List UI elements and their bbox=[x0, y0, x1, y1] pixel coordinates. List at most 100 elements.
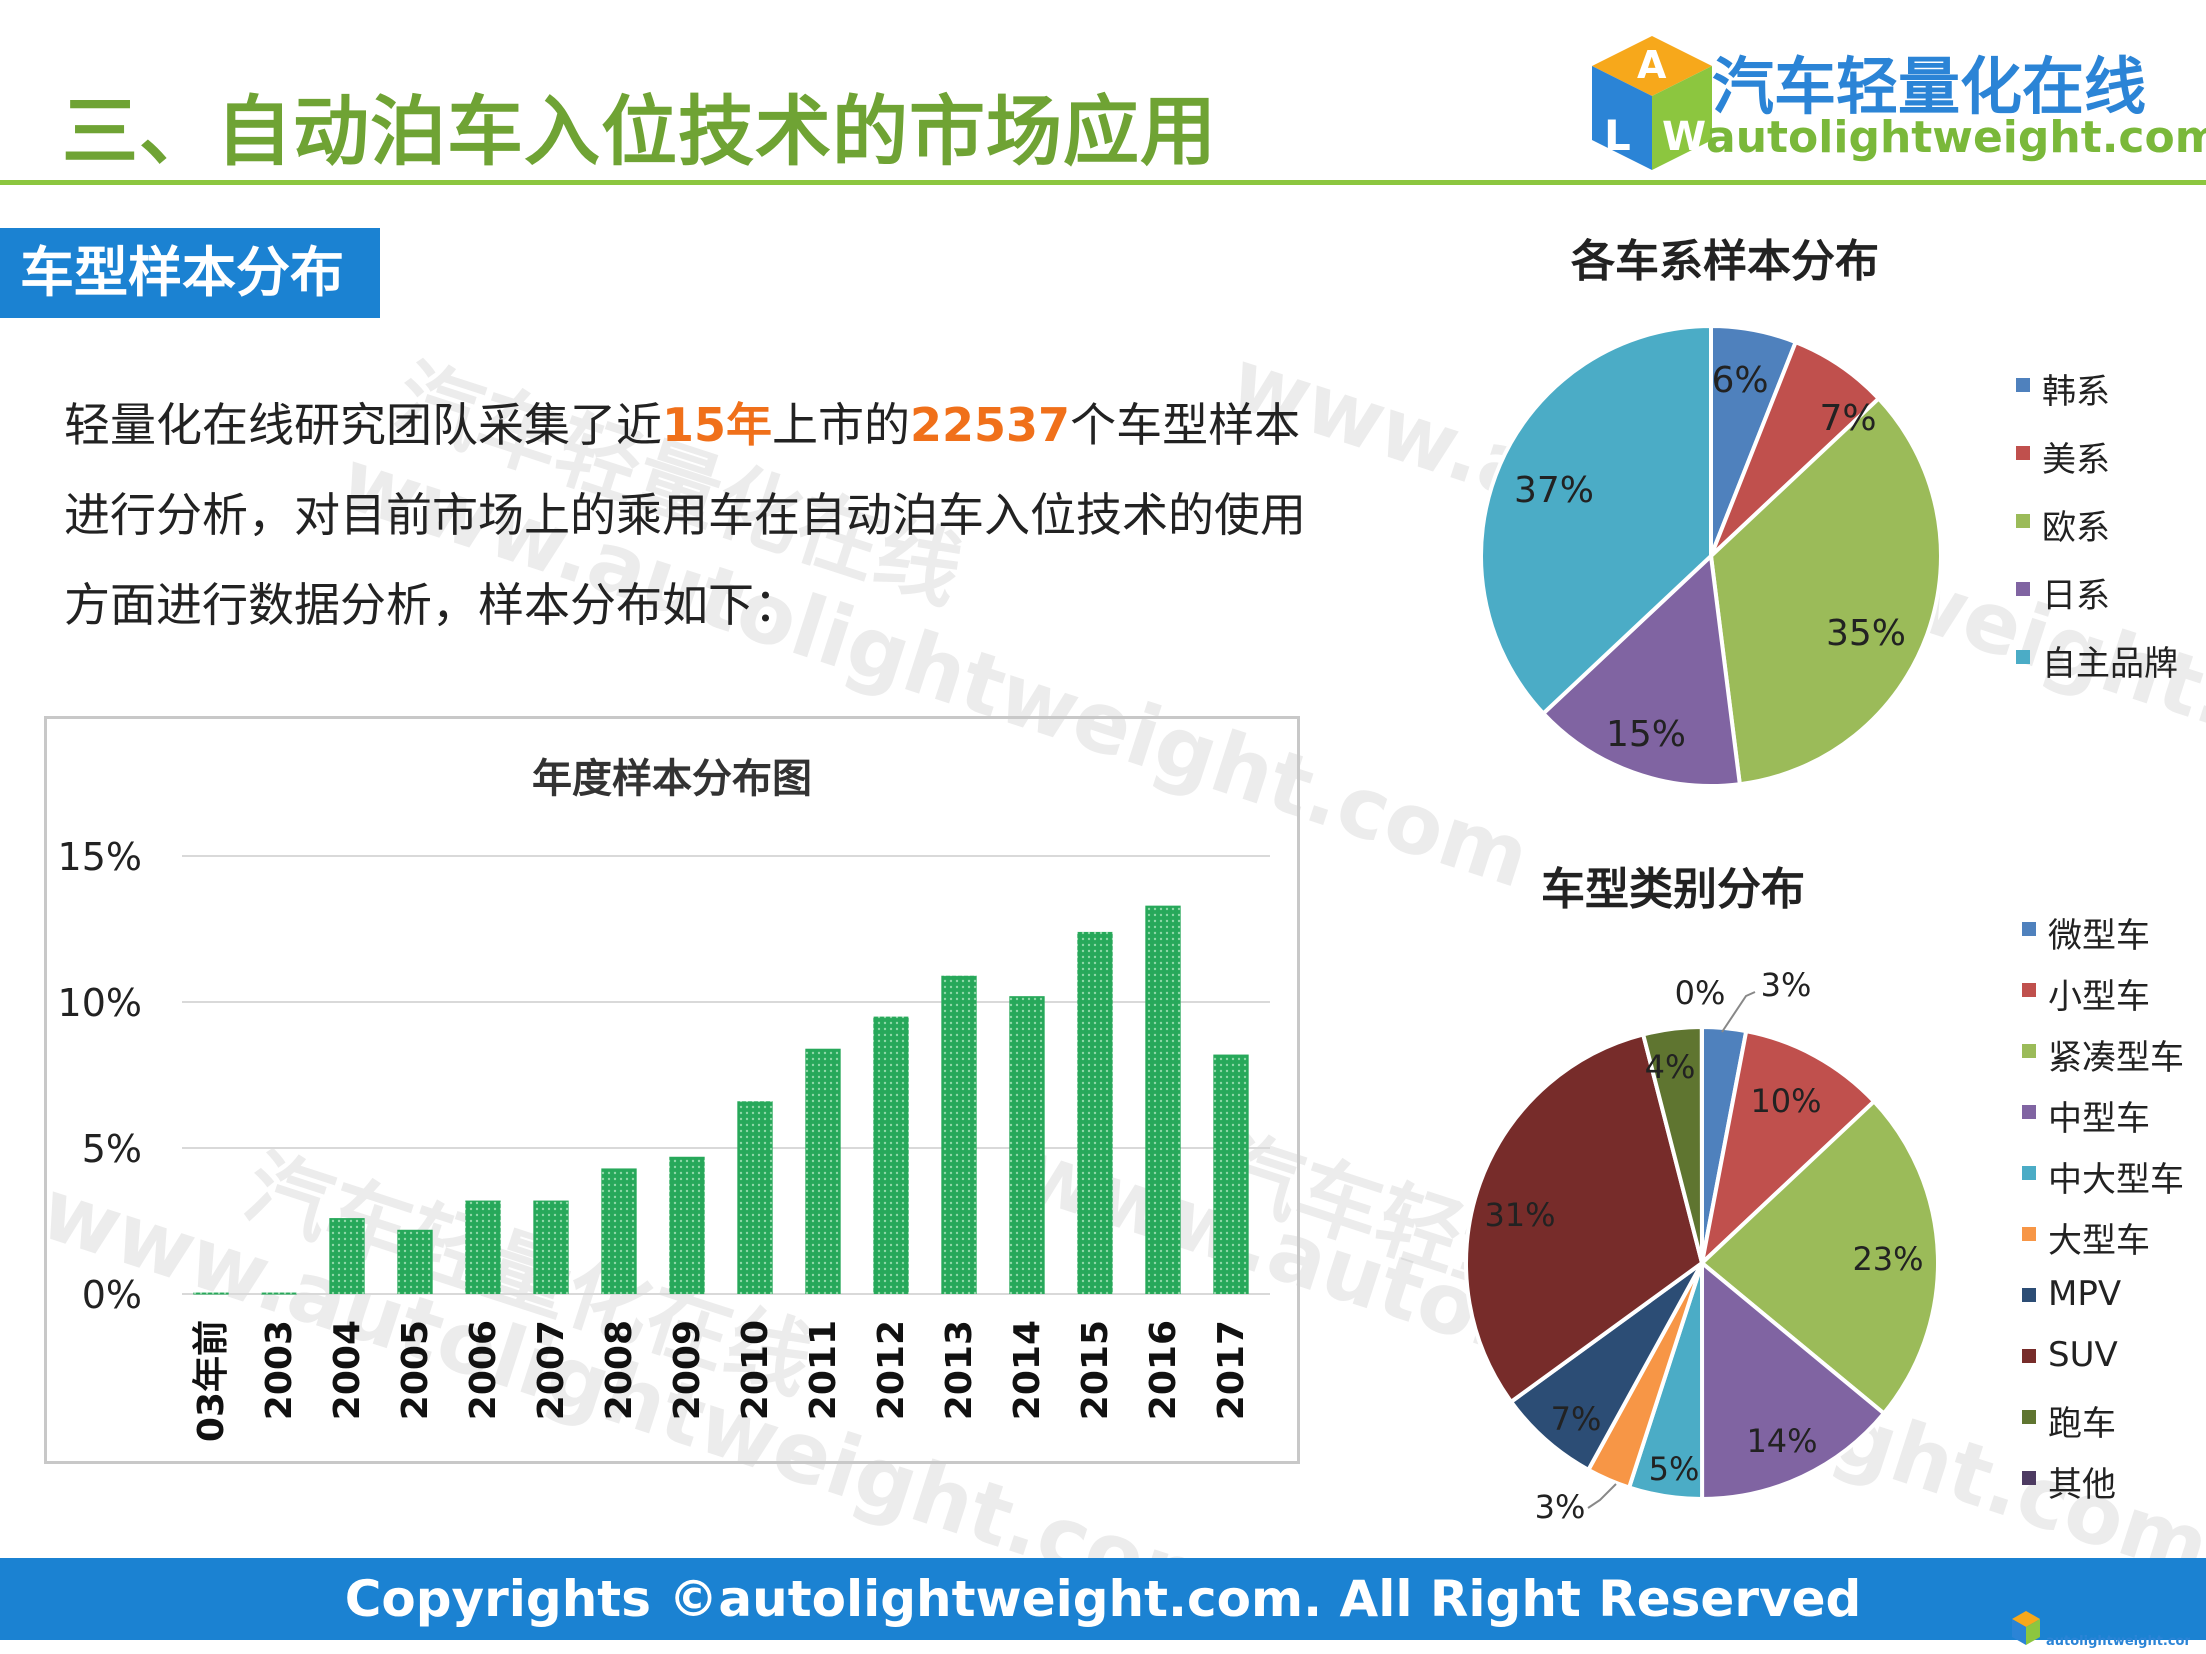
legend-label: SUV bbox=[2048, 1335, 2118, 1375]
x-tick-label: 2008 bbox=[599, 1320, 640, 1420]
bar bbox=[1009, 996, 1045, 1294]
footer-copyright: Copyrights ©autolightweight.com. All Rig… bbox=[344, 1570, 1862, 1628]
legend-label: 跑车 bbox=[2048, 1404, 2116, 1444]
section-tag: 车型样本分布 bbox=[0, 228, 380, 318]
pie-data-label: 6% bbox=[1711, 360, 1768, 401]
x-tick-label: 2012 bbox=[871, 1320, 912, 1420]
pie-chart-title: 各车系样本分布 bbox=[1571, 236, 1879, 287]
pie-slice bbox=[1708, 395, 1943, 787]
svg-text:W: W bbox=[1662, 114, 1706, 160]
bar bbox=[941, 975, 977, 1294]
pie-data-label: 7% bbox=[1819, 398, 1876, 439]
leader-line bbox=[1721, 991, 1756, 1033]
bar bbox=[1213, 1054, 1249, 1294]
x-tick-label: 2013 bbox=[939, 1320, 980, 1420]
pie-data-label: 0% bbox=[1675, 974, 1726, 1012]
y-tick-label: 5% bbox=[82, 1127, 142, 1171]
legend-label: 小型车 bbox=[2048, 977, 2150, 1017]
pie-data-label: 10% bbox=[1750, 1082, 1821, 1120]
y-tick-label: 15% bbox=[58, 835, 142, 879]
pie-slice bbox=[1479, 323, 1713, 717]
x-tick-label: 2005 bbox=[395, 1320, 436, 1420]
bar bbox=[601, 1168, 637, 1294]
pie-slice bbox=[1540, 551, 1743, 788]
legend-label: 自主品牌 bbox=[2042, 644, 2178, 684]
legend-label: 欧系 bbox=[2042, 508, 2110, 548]
bar bbox=[1145, 905, 1181, 1294]
x-tick-label: 2015 bbox=[1075, 1320, 1116, 1420]
page-title: 三、自动泊车入位技术的市场应用 bbox=[62, 87, 1217, 176]
legend-label: 日系 bbox=[2042, 576, 2110, 616]
pie-slice bbox=[1699, 1258, 1887, 1502]
footer-bar bbox=[0, 1558, 2206, 1640]
legend-swatch bbox=[2022, 1288, 2036, 1302]
svg-text:L: L bbox=[1604, 111, 1631, 160]
intro-text: 上市的 bbox=[772, 398, 911, 452]
intro-text: 轻量化在线研究团队采集了近 bbox=[64, 398, 662, 452]
mini-logo-icon: autolightweight.com bbox=[2012, 1611, 2190, 1649]
x-tick-label: 2009 bbox=[667, 1320, 708, 1420]
legend-swatch bbox=[2022, 983, 2036, 997]
legend-label: 韩系 bbox=[2042, 372, 2110, 412]
legend-label: 其他 bbox=[2048, 1465, 2116, 1505]
legend-swatch bbox=[2022, 1166, 2036, 1180]
legend-label: 紧凑型车 bbox=[2048, 1038, 2184, 1078]
intro-paragraph: 轻量化在线研究团队采集了近15年上市的22537个车型样本进行分析，对目前市场上… bbox=[64, 380, 1314, 650]
pie-data-label: 3% bbox=[1761, 966, 1812, 1004]
pie-data-label: 14% bbox=[1746, 1422, 1817, 1460]
legend-swatch bbox=[2022, 1410, 2036, 1424]
logo-cube-icon: A L W bbox=[1592, 36, 1712, 170]
pie-data-label: 31% bbox=[1484, 1196, 1555, 1234]
legend-swatch bbox=[2022, 1471, 2036, 1485]
bar bbox=[1077, 931, 1113, 1294]
y-tick-label: 0% bbox=[82, 1273, 142, 1317]
svg-text:A: A bbox=[1637, 43, 1667, 87]
x-tick-label: 2010 bbox=[735, 1320, 776, 1420]
bar bbox=[873, 1016, 909, 1294]
logo-cn-text: 汽车轻量化在线 bbox=[1712, 50, 2147, 123]
pie-data-label: 15% bbox=[1606, 714, 1686, 755]
x-tick-label: 2007 bbox=[531, 1320, 572, 1420]
legend-swatch bbox=[2022, 1349, 2036, 1363]
pie-data-label: 37% bbox=[1514, 470, 1594, 511]
pie-data-label: 7% bbox=[1551, 1400, 1602, 1438]
legend-swatch bbox=[2022, 922, 2036, 936]
pie-slice bbox=[1698, 1028, 1877, 1269]
legend-swatch bbox=[2016, 378, 2030, 392]
x-tick-label: 2016 bbox=[1143, 1320, 1184, 1420]
pie-data-label: 35% bbox=[1826, 613, 1906, 654]
header-divider bbox=[0, 180, 2206, 185]
bar bbox=[261, 1292, 297, 1295]
legend-swatch bbox=[2016, 582, 2030, 596]
bar bbox=[533, 1200, 569, 1294]
legend-swatch bbox=[2016, 650, 2030, 664]
x-tick-label: 2003 bbox=[259, 1320, 300, 1420]
y-tick-label: 10% bbox=[58, 981, 142, 1025]
bar bbox=[329, 1218, 365, 1294]
leader-line bbox=[1587, 1483, 1617, 1509]
pie-slice bbox=[1698, 1098, 1940, 1417]
legend-swatch bbox=[2022, 1105, 2036, 1119]
legend-swatch bbox=[2016, 514, 2030, 528]
bar-chart-frame bbox=[44, 716, 1300, 1464]
pie-data-label: 3% bbox=[1535, 1488, 1586, 1526]
legend-label: 中型车 bbox=[2048, 1099, 2150, 1139]
bar bbox=[669, 1156, 705, 1294]
bar bbox=[737, 1101, 773, 1294]
bar-chart-title: 年度样本分布图 bbox=[532, 756, 812, 802]
intro-text: 个车型样本进行分析，对目前市场上的乘用车在自动泊车入位技术的使用方面进行数据分析… bbox=[64, 398, 1306, 632]
x-tick-label: 2014 bbox=[1007, 1320, 1048, 1420]
intro-highlight-years: 15年 bbox=[662, 398, 773, 452]
mini-logo-text: autolightweight.com bbox=[2046, 1634, 2190, 1649]
pie-chart-title: 车型类别分布 bbox=[1541, 864, 1805, 915]
legend-label: 中大型车 bbox=[2048, 1160, 2184, 1200]
legend-label: MPV bbox=[2048, 1274, 2122, 1314]
legend-label: 大型车 bbox=[2048, 1221, 2150, 1261]
legend-label: 微型车 bbox=[2048, 916, 2150, 956]
x-tick-label: 03年前 bbox=[191, 1320, 232, 1442]
intro-highlight-count: 22537 bbox=[910, 398, 1071, 452]
bar bbox=[193, 1292, 229, 1295]
